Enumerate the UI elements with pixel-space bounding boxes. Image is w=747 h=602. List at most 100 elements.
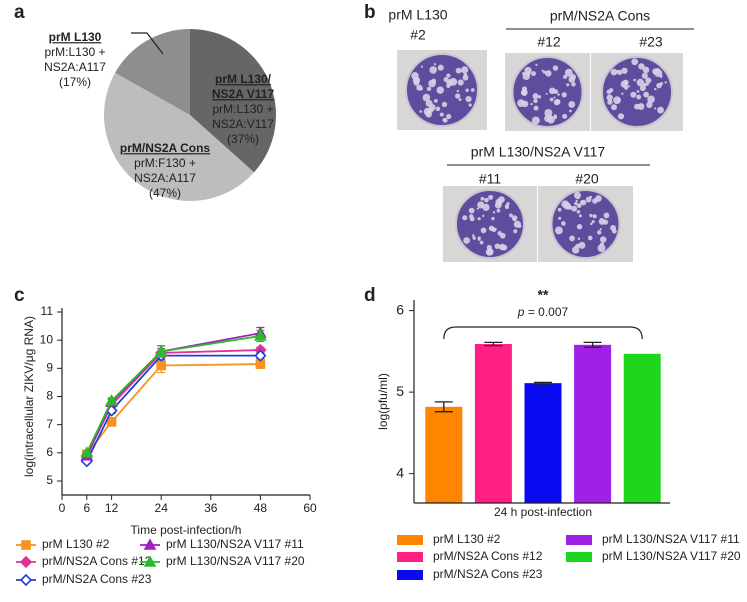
x-tick-label: 0: [59, 501, 66, 515]
legend-label: prM L130 #2: [433, 532, 501, 546]
plaque-spot: [578, 241, 586, 249]
slice-detail: NS2A:V117: [212, 117, 274, 131]
plaque-spot: [505, 204, 508, 207]
plaque-spot: [578, 214, 582, 218]
plaque-spot: [611, 104, 617, 111]
y-axis-label: log(pfu/ml): [376, 373, 390, 430]
plaque-spot: [554, 99, 561, 105]
error-bar: [534, 381, 552, 385]
plaque-spot: [633, 78, 637, 82]
plaque-spot: [603, 212, 610, 219]
plaque-spot: [591, 220, 595, 224]
plaque-spot: [472, 236, 476, 240]
plaque-spot: [655, 68, 660, 72]
plaque-spot: [465, 88, 469, 92]
plaque-spot: [627, 85, 631, 88]
y-tick-label: 7: [46, 417, 53, 431]
plaque-spot: [568, 109, 572, 113]
plaque-spot: [575, 199, 578, 202]
plaque-spot: [599, 236, 607, 243]
x-tick-label: 24: [155, 501, 169, 515]
plaque-spot: [460, 66, 469, 74]
slice-detail: NS2A:A117: [134, 171, 196, 185]
plaque-spot: [477, 217, 481, 221]
plaque-spot: [532, 93, 539, 100]
panel-label: a: [14, 2, 25, 23]
plaque-spot: [553, 96, 556, 99]
plaque-spot: [569, 235, 575, 242]
plaque-spot: [491, 227, 497, 233]
plaque-spot: [455, 67, 462, 74]
p-symbol: p: [517, 305, 525, 319]
plaque-spot: [469, 214, 474, 219]
plaque-spot: [517, 99, 525, 107]
x-tick-label: 60: [303, 501, 317, 515]
plaque-spot: [484, 197, 489, 203]
legend-swatch: [397, 535, 423, 545]
error-bar: [484, 341, 503, 347]
plaque-spot: [656, 82, 662, 89]
plaque-spot: [492, 211, 496, 214]
y-axis-label: log(intracellular ZIKV/μg RNA): [22, 316, 36, 477]
legend-label: prM L130/NS2A V117 #20: [166, 554, 305, 568]
plaque-spot: [494, 243, 501, 249]
marker: [156, 360, 166, 371]
legend-swatch: [397, 552, 423, 562]
legend-marker: [19, 555, 33, 569]
plaque-spot: [522, 71, 526, 76]
plaque-spot: [436, 86, 444, 94]
x-tick-label: 36: [204, 501, 218, 515]
plaque-spot: [580, 199, 587, 206]
legend-label: prM L130/NS2A V117 #11: [602, 532, 740, 546]
bar: [474, 344, 512, 503]
plaque-spot: [497, 231, 503, 236]
plaque-spot: [468, 103, 472, 107]
plaque-spot: [544, 108, 553, 117]
plaque-spot: [568, 76, 576, 83]
plaque-spot: [564, 68, 573, 77]
legend-marker: [19, 573, 33, 587]
plaque-spot: [561, 92, 567, 98]
slice-name: NS2A V117: [212, 87, 275, 101]
legend-label: prM/NS2A Cons #23: [42, 572, 152, 586]
plaque-spot: [623, 79, 629, 86]
plaque-spot: [429, 66, 437, 74]
y-tick-label: 11: [41, 304, 54, 318]
plaque-spot: [458, 98, 462, 102]
legend-swatch: [566, 552, 592, 562]
significance-stars: **: [538, 287, 549, 303]
legend-label: prM/NS2A Cons #12: [433, 549, 543, 563]
slice-name: prM L130/: [215, 72, 272, 86]
bar: [425, 406, 463, 503]
panel-label: c: [14, 285, 25, 306]
plaque-spot: [547, 115, 555, 124]
x-axis-label: 24 h post-infection: [494, 505, 592, 519]
plaque-spot: [610, 68, 618, 76]
plaque-spot: [480, 196, 485, 201]
plaque-spot: [636, 78, 645, 87]
plaque-spot: [531, 71, 536, 77]
pie-slice: [104, 72, 255, 201]
y-tick-label: 10: [40, 332, 54, 346]
plaque-spot: [495, 198, 503, 206]
plaque-spot: [576, 223, 583, 230]
plaque-spot: [420, 65, 424, 68]
series-line: [86, 363, 261, 455]
plaque-spot: [426, 86, 432, 92]
plaque-spot: [636, 90, 640, 93]
plaque-spot: [659, 74, 663, 78]
plaque-spot: [607, 99, 613, 105]
plaque-spot: [416, 77, 420, 82]
plaque-spot: [657, 106, 664, 114]
plaque-spot: [643, 91, 650, 98]
plaque-spot: [476, 207, 479, 210]
plaque-spot: [561, 221, 566, 226]
marker: [254, 329, 267, 341]
plaque-spot: [508, 213, 513, 218]
plaque-spot: [531, 116, 540, 125]
plaque-spot: [596, 230, 602, 235]
bar: [623, 353, 661, 503]
leader-line: [131, 32, 164, 55]
plaque-spot: [563, 74, 568, 79]
slice-detail: prM:L130 +: [44, 45, 105, 59]
